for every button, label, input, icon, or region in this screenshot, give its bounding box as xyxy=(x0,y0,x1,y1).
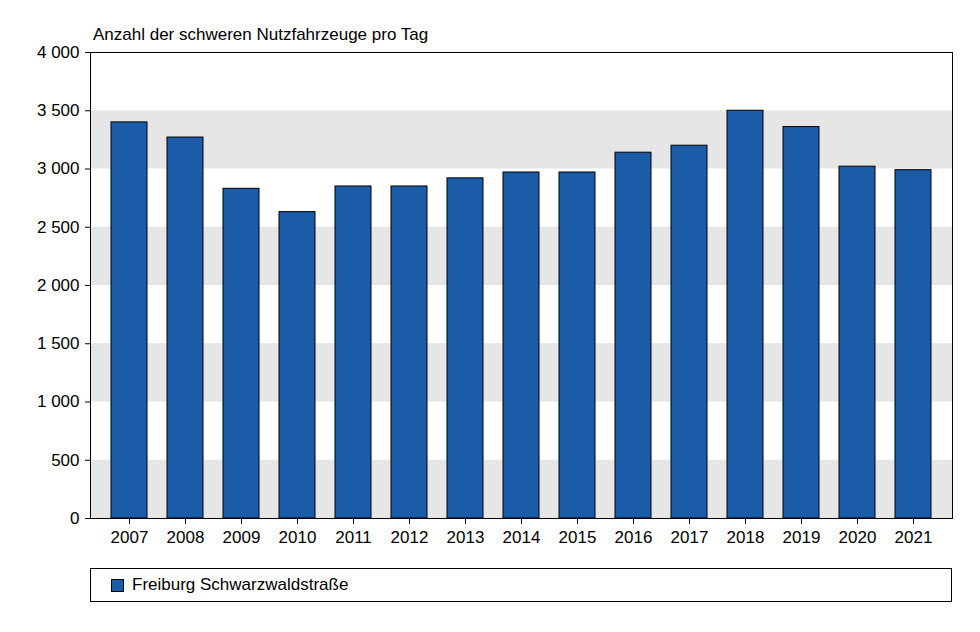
html-text:Anzahl der schweren Nutzfahrze: Anzahl der schweren Nutzfahrzeuge pro Ta… xyxy=(93,25,429,44)
svg-text:1 000: 1 000 xyxy=(37,392,80,411)
svg-text:2015: 2015 xyxy=(559,528,597,547)
svg-text:2013: 2013 xyxy=(447,528,485,547)
svg-text:2009: 2009 xyxy=(223,528,261,547)
svg-text:1 500: 1 500 xyxy=(37,334,80,353)
svg-text:2014: 2014 xyxy=(503,528,541,547)
svg-text:0: 0 xyxy=(70,509,79,528)
svg-text:2008: 2008 xyxy=(167,528,205,547)
svg-text:2016: 2016 xyxy=(615,528,653,547)
svg-text:2 000: 2 000 xyxy=(37,276,80,295)
svg-text:2018: 2018 xyxy=(727,528,765,547)
svg-text:2021: 2021 xyxy=(895,528,933,547)
svg-text:2007: 2007 xyxy=(111,528,149,547)
svg-text:2 500: 2 500 xyxy=(37,218,80,237)
svg-text:2019: 2019 xyxy=(783,528,821,547)
svg-text:2011: 2011 xyxy=(335,528,372,547)
svg-text:2012: 2012 xyxy=(391,528,429,547)
svg-text:4 000: 4 000 xyxy=(37,44,80,62)
svg-text:3 500: 3 500 xyxy=(37,101,80,120)
svg-text:2020: 2020 xyxy=(839,528,877,547)
svg-text:500: 500 xyxy=(51,451,79,470)
svg-text:3 000: 3 000 xyxy=(37,159,80,178)
svg-text:2017: 2017 xyxy=(671,528,709,547)
html-text:Freiburg Schwarzwaldstraße: Freiburg Schwarzwaldstraße xyxy=(132,575,349,594)
svg-text:2010: 2010 xyxy=(279,528,317,547)
